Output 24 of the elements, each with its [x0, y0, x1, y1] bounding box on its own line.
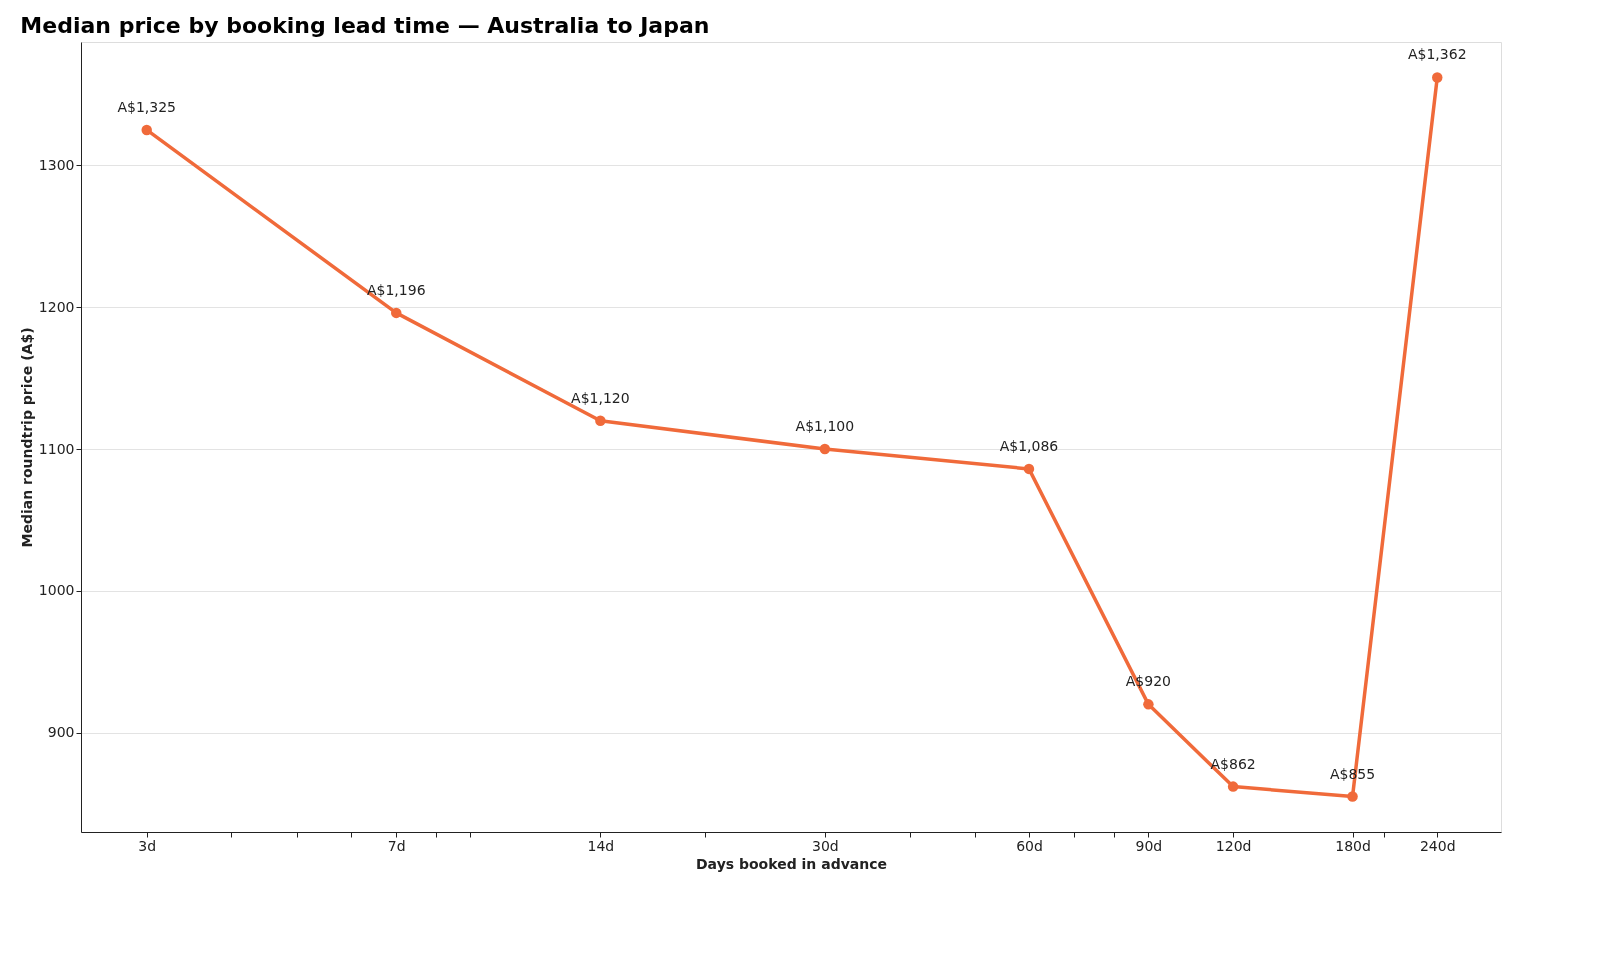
x-tick-label: 14d — [587, 837, 615, 854]
x-tick-label: 240d — [1419, 837, 1456, 854]
data-label: A$1,362 — [1407, 46, 1467, 63]
x-tick-label: 180d — [1335, 837, 1371, 854]
data-label: A$1,325 — [117, 98, 177, 115]
x-tick-label: 3d — [138, 837, 157, 854]
data-label: A$1,120 — [571, 389, 630, 406]
x-tick-label: 60d — [1016, 837, 1043, 854]
chart-title: Median price by booking lead time — Australia to Japan — [20, 13, 710, 38]
x-axis-title: Days booked in advance — [696, 855, 887, 872]
y-tick-label: 1300 — [38, 156, 75, 173]
data-label: A$1,086 — [999, 437, 1059, 454]
x-tick-label: 30d — [811, 837, 839, 854]
y-tick-label: 900 — [47, 724, 75, 741]
data-label: A$1,196 — [366, 281, 426, 298]
y-tick-label: 1000 — [38, 582, 75, 599]
data-label: A$1,100 — [795, 418, 855, 435]
y-tick-label: 1100 — [38, 440, 75, 457]
y-tick-label: 1200 — [38, 298, 75, 315]
data-label: A$862 — [1210, 755, 1256, 772]
y-axis-title: Median roundtrip price (A$) — [18, 327, 35, 548]
x-tick-label: 7d — [387, 837, 406, 854]
x-tick-label: 120d — [1215, 837, 1252, 854]
x-tick-label: 90d — [1135, 837, 1163, 854]
